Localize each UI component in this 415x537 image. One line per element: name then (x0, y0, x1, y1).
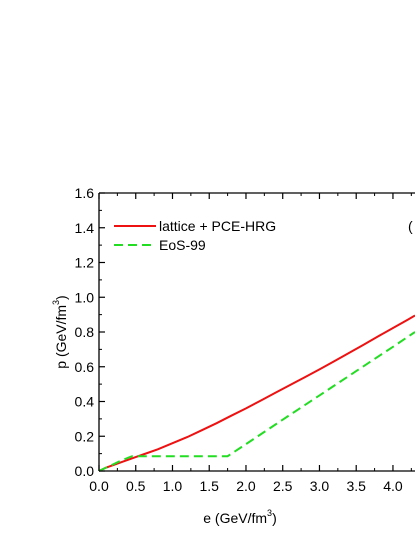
y-tick-label: 0.0 (75, 463, 95, 479)
x-tick-label: 3.5 (346, 478, 366, 494)
y-tick-label: 0.4 (75, 394, 95, 410)
y-axis-label-close: ) (53, 295, 69, 300)
legend-label-lattice: lattice + PCE-HRG (159, 218, 276, 234)
series-line-eos99 (98, 331, 415, 472)
y-tick-label: 1.2 (75, 255, 95, 271)
x-tick-label: 0.5 (126, 478, 146, 494)
x-axis-label-main: e (GeV/fm (203, 510, 267, 526)
x-axis-label-sup: 3 (267, 508, 272, 518)
legend: lattice + PCE-HRG EoS-99 (114, 218, 276, 253)
y-axis-label-sup: 3 (51, 300, 61, 305)
panel-label: ( (408, 218, 413, 234)
x-tick-label: 2.5 (273, 478, 293, 494)
x-axis-label-close: ) (272, 510, 277, 526)
axes (98, 192, 415, 472)
y-axis-label-main: p (GeV/fm (53, 305, 69, 369)
x-tick-label: 1.0 (163, 478, 183, 494)
y-tick-label: 0.6 (75, 359, 95, 375)
x-tick-label: 4.0 (383, 478, 403, 494)
series-line-lattice (98, 314, 415, 472)
y-axis-label: p (GeV/fm3) (51, 295, 69, 368)
x-tick-label: 0.0 (89, 478, 109, 494)
plot-lines (98, 314, 415, 472)
x-tick-label: 1.5 (199, 478, 219, 494)
y-tick-label: 0.8 (75, 324, 95, 340)
y-tick-label: 1.0 (75, 289, 95, 305)
ticks: 0.0 0.5 1.0 1.5 2.0 2.5 3.0 3.5 4.0 0.0 0.2 0.4 0.6 0… (75, 185, 412, 494)
x-axis-label: e (GeV/fm3) (203, 508, 276, 526)
y-tick-label: 1.4 (75, 220, 95, 236)
x-tick-label: 3.0 (310, 478, 330, 494)
legend-label-eos99: EoS-99 (159, 237, 206, 253)
y-tick-label: 1.6 (75, 185, 95, 201)
y-tick-label: 0.2 (75, 428, 95, 444)
x-tick-label: 2.0 (236, 478, 256, 494)
